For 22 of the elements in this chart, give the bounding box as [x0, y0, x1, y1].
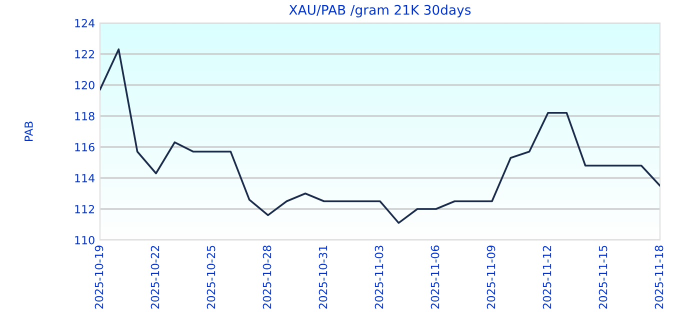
x-tick-label: 2025-10-19	[94, 246, 104, 309]
y-tick-label: 112	[75, 204, 94, 214]
y-tick-label: 114	[75, 174, 95, 182]
x-tick-label: 2025-11-15	[598, 246, 608, 309]
y-tick-label: 118	[75, 112, 94, 120]
y-tick-label: 122	[75, 50, 94, 58]
y-axis-title: PAB	[24, 122, 33, 142]
y-tick-label: 120	[75, 80, 94, 90]
line-series	[100, 48, 660, 224]
x-tick-label: 2025-11-18	[654, 246, 664, 309]
x-tick-label: 2025-10-22	[150, 246, 160, 309]
x-tick-label: 2025-11-12	[542, 246, 552, 309]
y-tick-label: 116	[75, 142, 94, 152]
x-tick-label: 2025-10-31	[318, 246, 328, 309]
x-tick-label: 2025-11-03	[374, 246, 384, 309]
x-tick-label: 2025-10-25	[206, 246, 216, 309]
chart-title: XAU/PAB /gram 21K 30days	[289, 4, 471, 18]
x-tick-label: 2025-11-06	[430, 246, 440, 309]
y-tick-label: 124	[75, 18, 95, 28]
y-tick-label: 110	[75, 236, 94, 244]
x-tick-label: 2025-11-09	[486, 246, 496, 309]
x-tick-label: 2025-10-28	[262, 246, 272, 309]
